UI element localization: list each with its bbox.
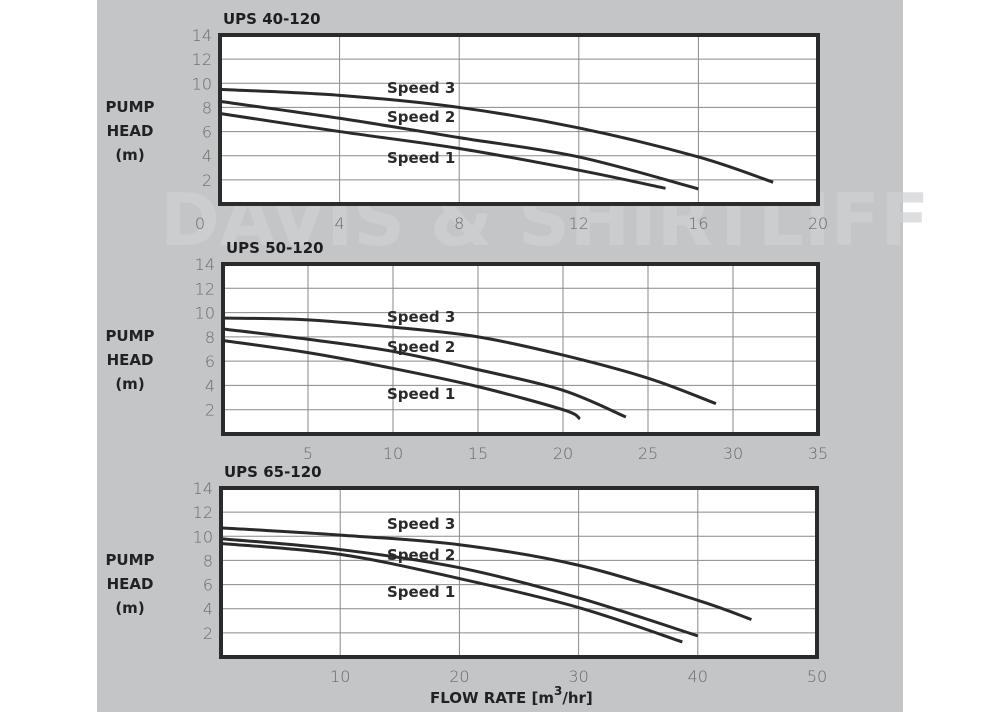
chart-title: UPS 65-120 xyxy=(224,463,322,481)
plot-border xyxy=(218,33,820,206)
y-tick-label: 12 xyxy=(193,503,213,522)
x-tick-label: 25 xyxy=(638,444,658,463)
y-tick-label: 4 xyxy=(205,376,215,395)
x-tick-label: 12 xyxy=(569,214,589,233)
series-label: Speed 2 xyxy=(387,338,455,356)
series-label: Speed 2 xyxy=(387,108,455,126)
chart-title: UPS 40-120 xyxy=(223,10,321,28)
y-axis-label: HEAD xyxy=(107,575,154,593)
y-tick-label: 4 xyxy=(202,147,212,166)
x-tick-label: 15 xyxy=(468,444,488,463)
y-tick-label: 6 xyxy=(203,576,213,595)
x-tick-label: 20 xyxy=(808,214,828,233)
x-tick-label: 5 xyxy=(303,444,313,463)
y-tick-label: 14 xyxy=(192,26,212,45)
y-tick-label: 6 xyxy=(205,352,215,371)
y-axis-label: (m) xyxy=(115,375,144,393)
y-tick-label: 8 xyxy=(205,328,215,347)
x-tick-label: 10 xyxy=(383,444,403,463)
x-tick-label: 4 xyxy=(335,214,345,233)
x-tick-label: 35 xyxy=(808,444,828,463)
series-label: Speed 3 xyxy=(387,515,455,533)
series-line-speed-1 xyxy=(220,542,683,644)
series-label: Speed 1 xyxy=(387,385,455,403)
x-tick-label: 50 xyxy=(807,667,827,686)
x-tick-label: 30 xyxy=(568,667,588,686)
y-axis-label: PUMP xyxy=(105,98,154,116)
series-label: Speed 3 xyxy=(387,308,455,326)
y-tick-label: 10 xyxy=(195,304,215,323)
series-label: Speed 2 xyxy=(387,546,455,564)
chart-1: 2 4 6 8 10 12 14 0 4 8 12 16 20 UPS 40-120 PUMP HEAD (m)… xyxy=(105,10,828,233)
plot-area xyxy=(221,488,817,657)
x-tick-label: 10 xyxy=(330,667,350,686)
series-line-speed-3 xyxy=(219,87,774,184)
y-tick-label: 8 xyxy=(203,551,213,570)
y-axis-label: HEAD xyxy=(107,351,154,369)
y-tick-label: 4 xyxy=(203,600,213,619)
series-line-speed-3 xyxy=(220,526,752,621)
plot-area xyxy=(223,264,818,434)
series-line-speed-1 xyxy=(222,339,581,421)
x-tick-label: 8 xyxy=(454,214,464,233)
y-tick-label: 10 xyxy=(192,74,212,93)
y-axis-label: (m) xyxy=(115,599,144,617)
series-line-speed-1 xyxy=(219,111,666,190)
x-tick-label: 40 xyxy=(688,667,708,686)
chart-2: 2 4 6 8 10 12 14 5 10 15 20 25 30 35 UPS 50-120 PUMP HEA… xyxy=(105,239,828,463)
plot-border xyxy=(221,262,820,436)
y-tick-label: 14 xyxy=(195,255,215,274)
series-line-speed-2 xyxy=(219,99,699,191)
x-tick-label: 30 xyxy=(723,444,743,463)
x-tick-label: 20 xyxy=(553,444,573,463)
y-tick-label: 10 xyxy=(193,527,213,546)
series-label: Speed 1 xyxy=(387,583,455,601)
y-tick-label: 2 xyxy=(203,624,213,643)
series-label: Speed 3 xyxy=(387,79,455,97)
y-tick-label: 14 xyxy=(193,479,213,498)
y-axis-label: PUMP xyxy=(105,551,154,569)
series-label: Speed 1 xyxy=(387,149,455,167)
chart-title: UPS 50-120 xyxy=(226,239,324,257)
y-tick-label: 12 xyxy=(192,50,212,69)
y-tick-label: 2 xyxy=(202,171,212,190)
x-tick-label: 16 xyxy=(688,214,708,233)
series-line-speed-2 xyxy=(222,327,627,419)
chart-3: 2 4 6 8 10 12 14 10 20 30 40 50 UPS 65-120 PUMP HEAD (m… xyxy=(105,463,827,686)
y-tick-label: 8 xyxy=(202,98,212,117)
y-tick-label: 2 xyxy=(205,401,215,420)
y-axis-label: PUMP xyxy=(105,327,154,345)
plot-area xyxy=(220,35,818,204)
series-line-speed-3 xyxy=(222,316,717,406)
y-tick-label: 12 xyxy=(195,279,215,298)
x-tick-label: 20 xyxy=(449,667,469,686)
x-tick-label: 0 xyxy=(195,214,205,233)
y-tick-label: 6 xyxy=(202,123,212,142)
plot-border xyxy=(219,486,819,659)
y-axis-label: (m) xyxy=(115,146,144,164)
series-line-speed-2 xyxy=(220,537,699,638)
y-axis-label: HEAD xyxy=(107,122,154,140)
x-axis-label: FLOW RATE [m3/hr] xyxy=(430,684,593,707)
